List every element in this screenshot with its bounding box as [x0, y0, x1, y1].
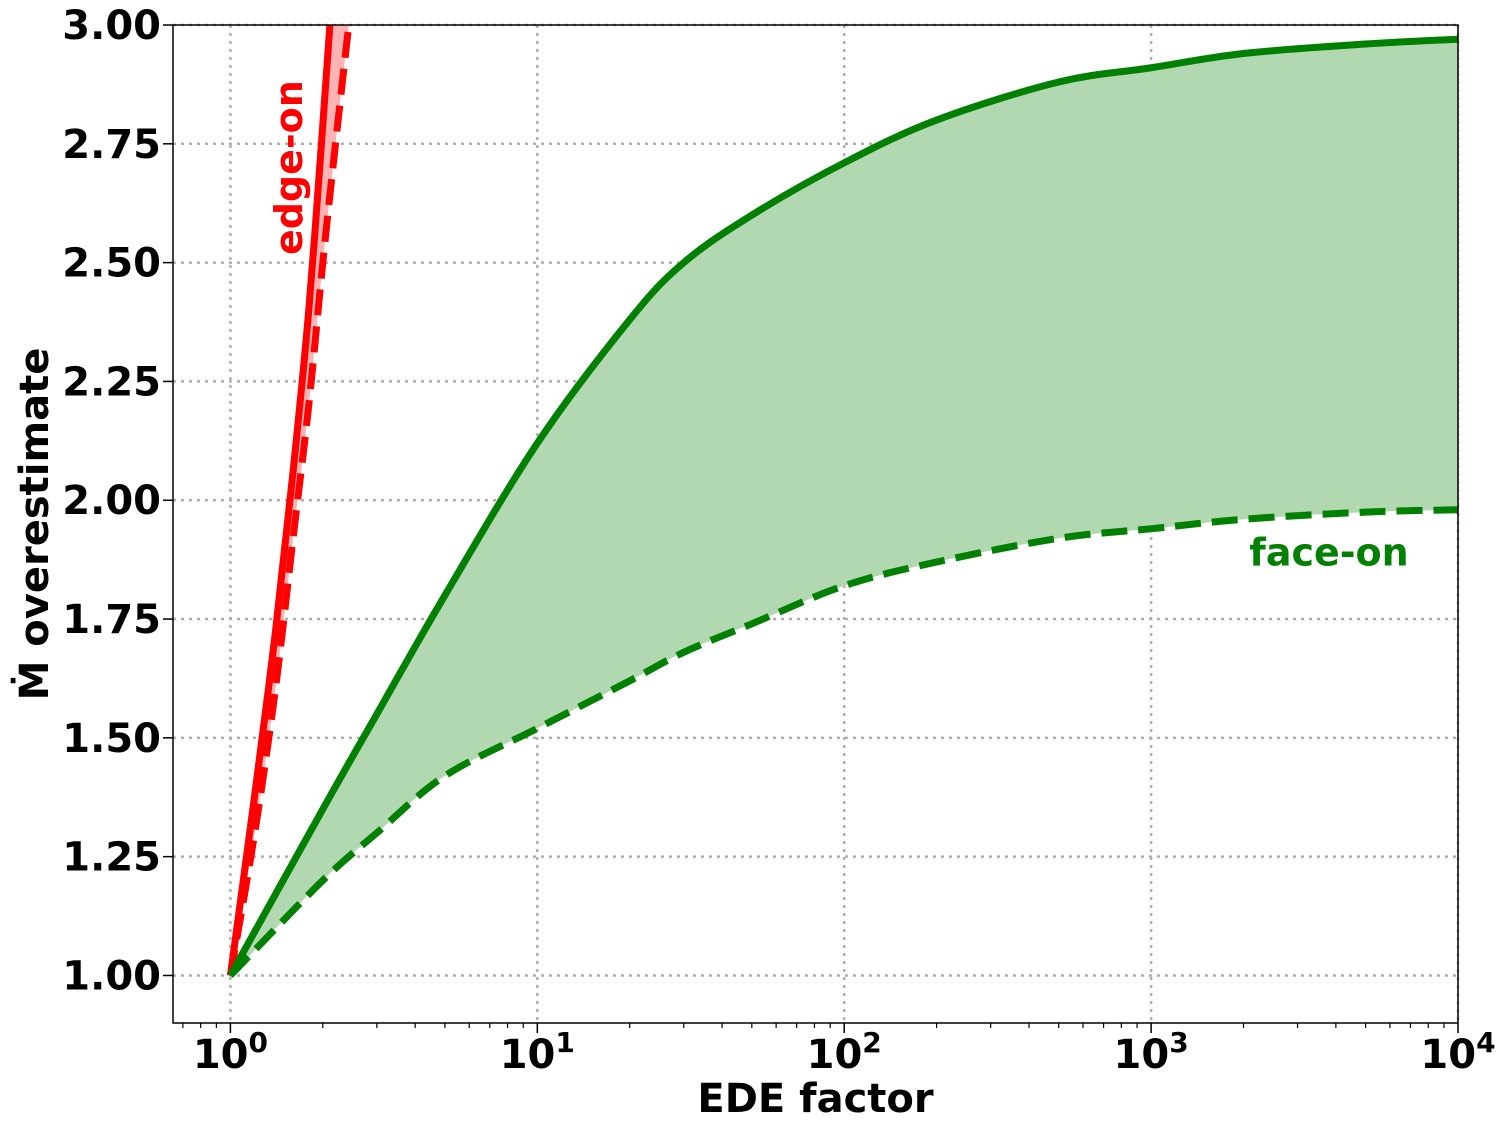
y-tick-label: 2.75 — [62, 122, 161, 168]
x-tick-label: 104 — [1420, 1026, 1495, 1078]
x-tick-label: 100 — [193, 1026, 268, 1078]
series-lines — [226, 25, 1458, 978]
y-axis-label: Ṁ overestimate — [10, 348, 58, 701]
series-line-edge-on-dashed — [226, 25, 353, 977]
annotations: edge-on face-on — [267, 80, 1409, 574]
annotation-edge-on: edge-on — [267, 80, 311, 255]
series-line-face-on-dashed — [227, 506, 1458, 978]
y-tick-label: 3.00 — [62, 3, 161, 49]
series-line-edge-on-solid — [226, 25, 334, 976]
y-tick-label: 1.00 — [62, 953, 161, 999]
x-axis-label: EDE factor — [697, 1076, 933, 1122]
y-tick-labels: 1.00 1.25 1.50 1.75 2.00 2.25 2.50 2.75 3.00 — [62, 3, 161, 999]
annotation-face-on: face-on — [1249, 531, 1408, 575]
y-tick-label: 1.75 — [62, 597, 161, 643]
x-tick-label: 102 — [807, 1026, 882, 1078]
y-tick-label: 2.25 — [62, 359, 161, 405]
series-fill-edge-on — [230, 25, 349, 976]
y-tick-label: 2.00 — [62, 478, 161, 524]
x-tick-labels: 100 101 102 103 104 — [193, 1026, 1496, 1078]
y-tick-label: 1.50 — [62, 716, 161, 762]
plot-frame — [172, 24, 1459, 1024]
series-fill-face-on — [230, 39, 1458, 976]
x-tick-label: 101 — [500, 1026, 575, 1078]
series-fills — [230, 25, 1458, 976]
series-line-face-on-solid — [227, 35, 1458, 978]
y-tick-label: 2.50 — [62, 241, 161, 287]
y-tick-label: 1.25 — [62, 835, 161, 881]
tick-marks — [163, 24, 1459, 1033]
x-tick-label: 103 — [1114, 1026, 1189, 1078]
